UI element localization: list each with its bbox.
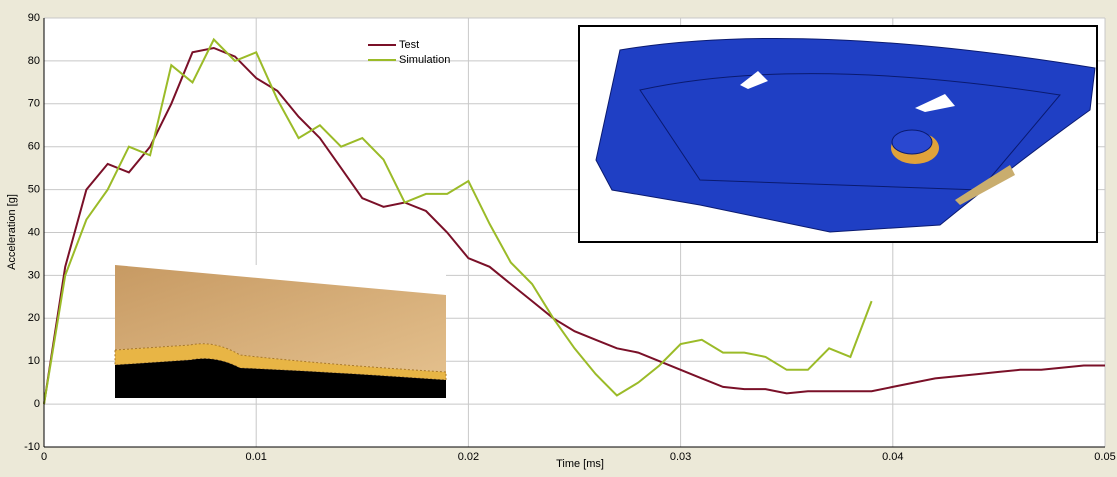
y-tick-label: 0	[34, 398, 40, 410]
x-tick-label: 0.01	[245, 451, 266, 463]
y-tick-label: 60	[28, 141, 40, 153]
x-tick-label: 0	[41, 451, 47, 463]
x-tick-label: 0.04	[882, 451, 903, 463]
y-tick-label: 70	[28, 98, 40, 110]
legend-label: Test	[399, 39, 419, 51]
y-tick-label: 90	[28, 12, 40, 24]
y-tick-label: 20	[28, 312, 40, 324]
y-tick-label: 10	[28, 355, 40, 367]
x-tick-label: 0.02	[458, 451, 479, 463]
y-tick-label: 80	[28, 55, 40, 67]
chart: Time [ms] Acceleration [g] Test Simulatio…	[0, 0, 1117, 477]
y-tick-label: 40	[28, 226, 40, 238]
y-tick-label: 50	[28, 184, 40, 196]
x-tick-label: 0.05	[1094, 451, 1115, 463]
hood-render	[579, 26, 1097, 242]
x-tick-label: 0.03	[670, 451, 691, 463]
legend-label: Simulation	[399, 54, 450, 66]
y-tick-label: 30	[28, 269, 40, 281]
honeycomb-photo	[115, 265, 446, 398]
y-axis-title: Acceleration [g]	[6, 194, 18, 270]
y-tick-label: -10	[24, 441, 40, 453]
x-axis-title: Time [ms]	[556, 458, 604, 470]
